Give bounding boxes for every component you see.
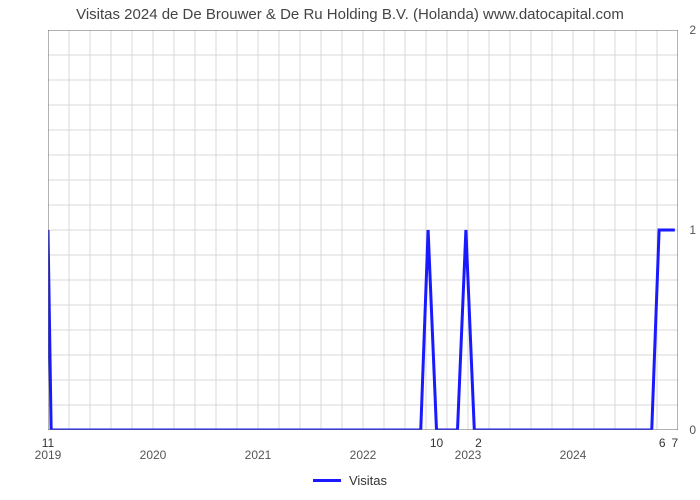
point-label: 10 <box>430 436 443 450</box>
x-tick-label: 2024 <box>560 448 587 462</box>
y-tick-label: 0 <box>654 423 696 437</box>
y-tick-label: 2 <box>654 23 696 37</box>
legend-swatch <box>313 479 341 482</box>
legend-label: Visitas <box>349 473 387 488</box>
point-label: 6 <box>659 436 666 450</box>
y-tick-label: 1 <box>654 223 696 237</box>
legend-item: Visitas <box>313 473 387 488</box>
point-label: 2 <box>475 436 482 450</box>
x-tick-label: 2021 <box>245 448 272 462</box>
x-tick-label: 2019 <box>35 448 62 462</box>
chart-title: Visitas 2024 de De Brouwer & De Ru Holdi… <box>0 6 700 23</box>
x-tick-label: 2023 <box>455 448 482 462</box>
point-label: 7 <box>672 436 679 450</box>
x-tick-label: 2022 <box>350 448 377 462</box>
plot-area <box>48 30 678 430</box>
point-label: 11 <box>42 436 54 450</box>
plot-svg <box>48 30 678 430</box>
legend: Visitas <box>0 470 700 488</box>
x-tick-label: 2020 <box>140 448 167 462</box>
chart-container: { "chart": { "type": "line", "title": "V… <box>0 0 700 500</box>
